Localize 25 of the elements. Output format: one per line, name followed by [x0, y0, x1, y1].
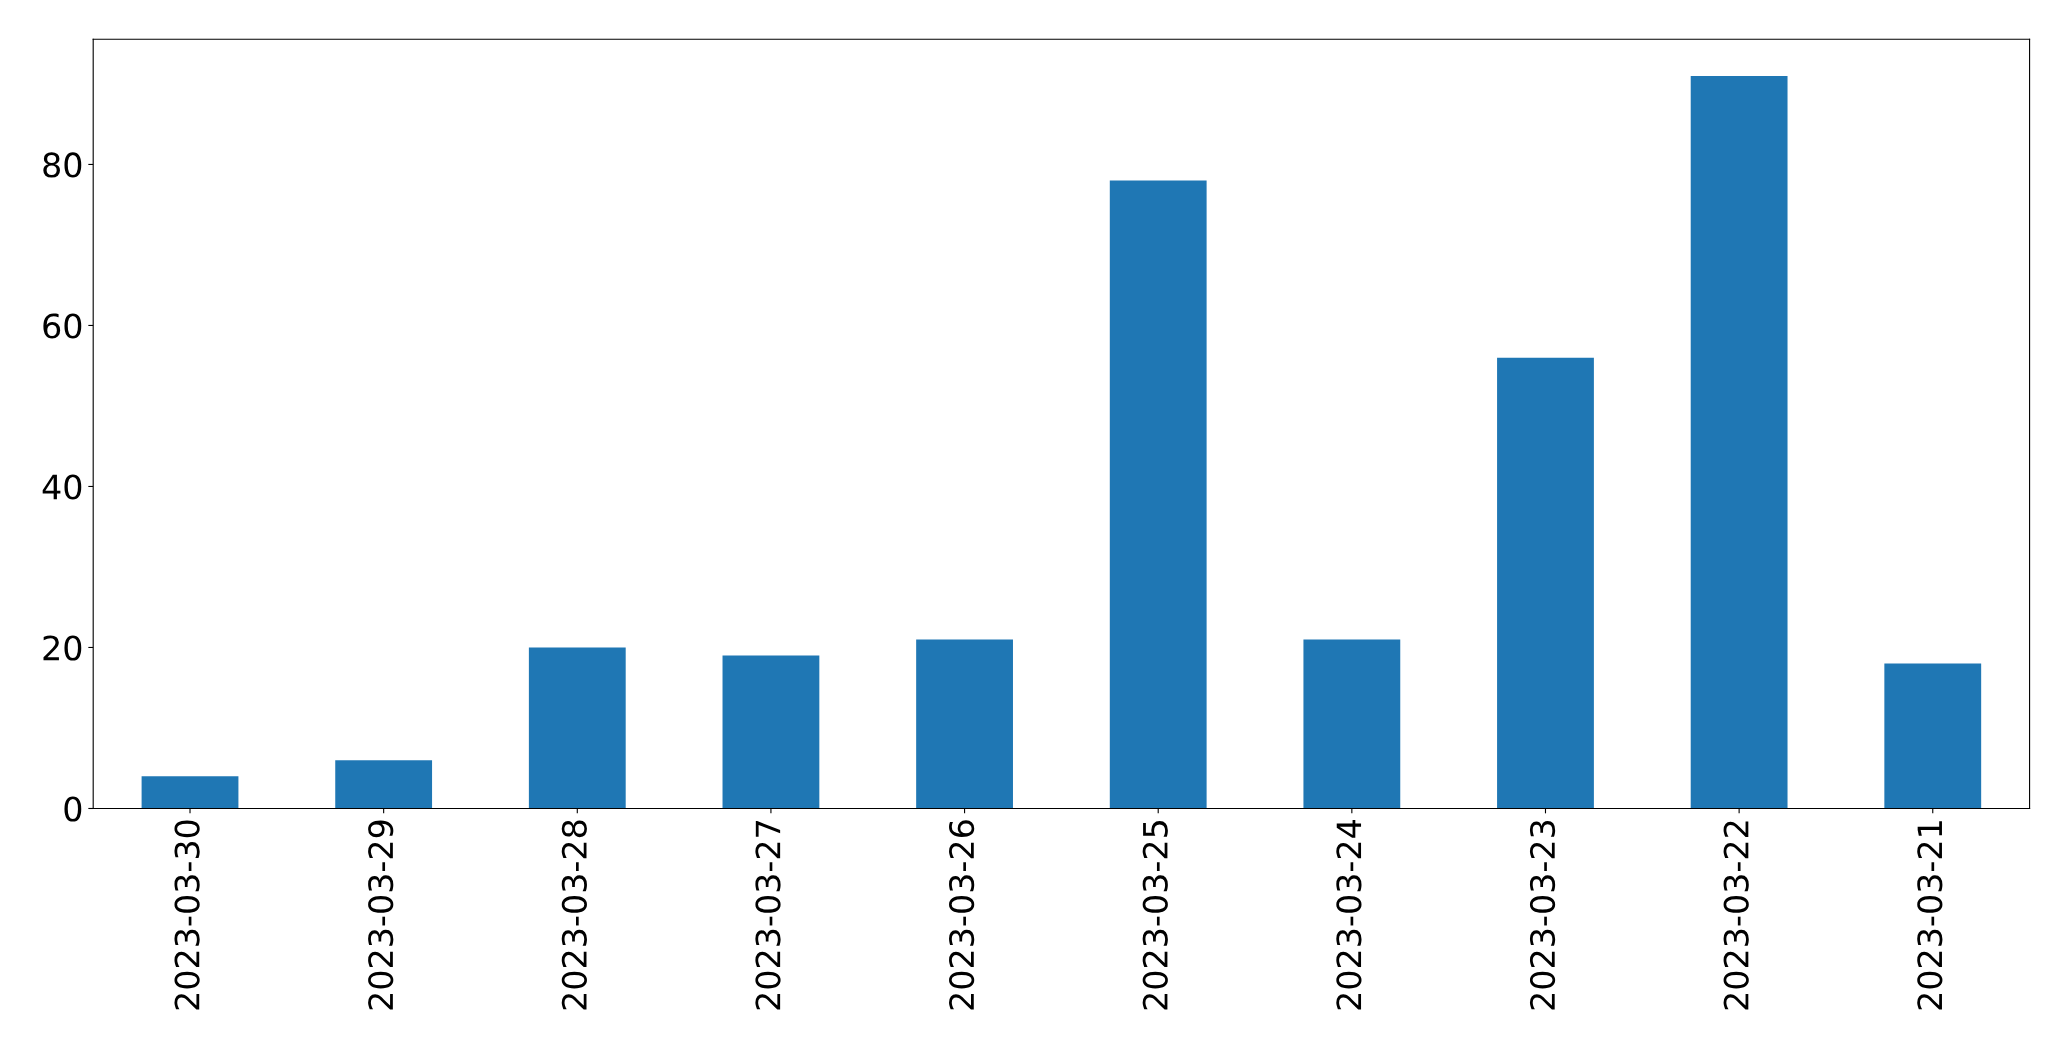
y-tick-label: 80 [43, 152, 82, 178]
x-tick-label: 2023-03-28 [561, 820, 587, 1010]
y-tick-label: 60 [43, 313, 82, 339]
x-tick-label: 2023-03-27 [755, 821, 781, 1010]
x-tick-label: 2023-03-30 [174, 820, 200, 1010]
x-tick-label: 2023-03-29 [368, 820, 394, 1010]
x-tick-label: 2023-03-21 [1917, 821, 1943, 1010]
bar [1690, 75, 1788, 809]
bar [335, 760, 433, 809]
x-tick-label: 2023-03-25 [1142, 821, 1168, 1010]
bar [141, 776, 239, 809]
bar [1884, 663, 1982, 809]
bar [916, 639, 1013, 809]
bar [722, 655, 820, 809]
x-tick-label: 2023-03-22 [1723, 821, 1749, 1010]
bar [1497, 357, 1594, 809]
y-tick-label: 20 [43, 635, 82, 661]
x-tick-label: 2023-03-23 [1529, 820, 1556, 1010]
bar [1303, 639, 1401, 809]
x-tick-label: 2023-03-26 [949, 820, 975, 1010]
y-tick-label: 0 [64, 796, 82, 822]
x-tick-label: 2023-03-24 [1336, 820, 1362, 1010]
bar [528, 647, 626, 809]
bar [1109, 180, 1207, 809]
y-tick-label: 40 [42, 474, 82, 500]
